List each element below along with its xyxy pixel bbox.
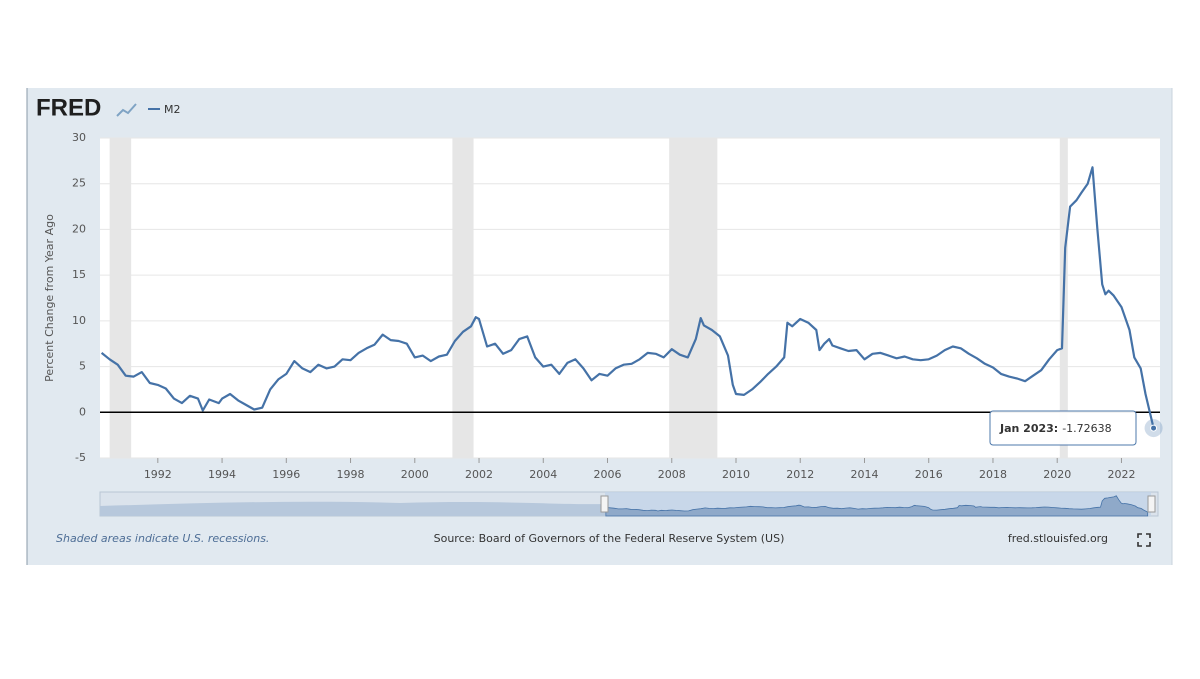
tooltip: Jan 2023: -1.72638	[989, 410, 1137, 446]
source: Source: Board of Governors of the Federa…	[434, 532, 785, 545]
y-tick-label: 20	[72, 222, 86, 235]
navigator-area	[100, 501, 605, 516]
logo: FRED	[36, 94, 101, 121]
logo-icon	[116, 103, 137, 117]
y-axis-label: Percent Change from Year Ago	[43, 214, 56, 382]
plot-area	[100, 138, 1160, 458]
recession-band	[109, 138, 132, 458]
tooltip-value: -1.72638	[1062, 422, 1111, 435]
fullscreen-icon[interactable]	[1137, 533, 1151, 547]
legend-label: M2	[164, 103, 181, 116]
y-tick-label: 10	[72, 314, 86, 327]
x-tick-label: 2000	[401, 468, 429, 481]
tooltip-date: Jan 2023:	[999, 422, 1058, 435]
x-tick-label: 2022	[1107, 468, 1135, 481]
tooltip-text: Jan 2023: -1.72638	[999, 422, 1112, 435]
series-line	[100, 166, 1155, 429]
x-tick-label: 2006	[594, 468, 622, 481]
x-tick-label: 2008	[658, 468, 686, 481]
plot: -5 0 5 10 15 20 25 30 1992 1994 1996 1998 2000 2002 20…	[72, 131, 1163, 481]
x-tick-label: 2010	[722, 468, 750, 481]
navigator-line	[605, 495, 1149, 517]
navigator-handle[interactable]	[600, 495, 609, 513]
x-tick-label: 1998	[337, 468, 365, 481]
navigator-series	[605, 495, 1149, 517]
y-tick-label: 30	[72, 131, 86, 144]
y-tick-label: 5	[79, 360, 86, 373]
y-tick-label: 25	[72, 177, 86, 190]
x-tick-label: 2004	[529, 468, 557, 481]
tooltip-box	[989, 410, 1137, 446]
x-tick-label: 2016	[915, 468, 943, 481]
x-tick-label: 2012	[786, 468, 814, 481]
navigator-handle[interactable]	[1147, 495, 1156, 513]
y-tick-label: 0	[79, 405, 86, 418]
recession-band	[669, 138, 718, 458]
hover-point	[1150, 424, 1158, 432]
x-tick-label: 2020	[1043, 468, 1071, 481]
recession-band	[452, 138, 474, 458]
recession-note: Shaded areas indicate U.S. recessions.	[56, 532, 269, 545]
x-tick-label: 2014	[850, 468, 878, 481]
x-tick-label: 2002	[465, 468, 493, 481]
y-tick-label: -5	[75, 451, 86, 464]
x-tick-label: 1994	[208, 468, 236, 481]
x-tick-label: 2018	[979, 468, 1007, 481]
x-tick-label: 1996	[272, 468, 300, 481]
site: fred.stlouisfed.org	[1008, 532, 1108, 545]
y-tick-label: 15	[72, 268, 86, 281]
x-tick-label: 1992	[144, 468, 172, 481]
